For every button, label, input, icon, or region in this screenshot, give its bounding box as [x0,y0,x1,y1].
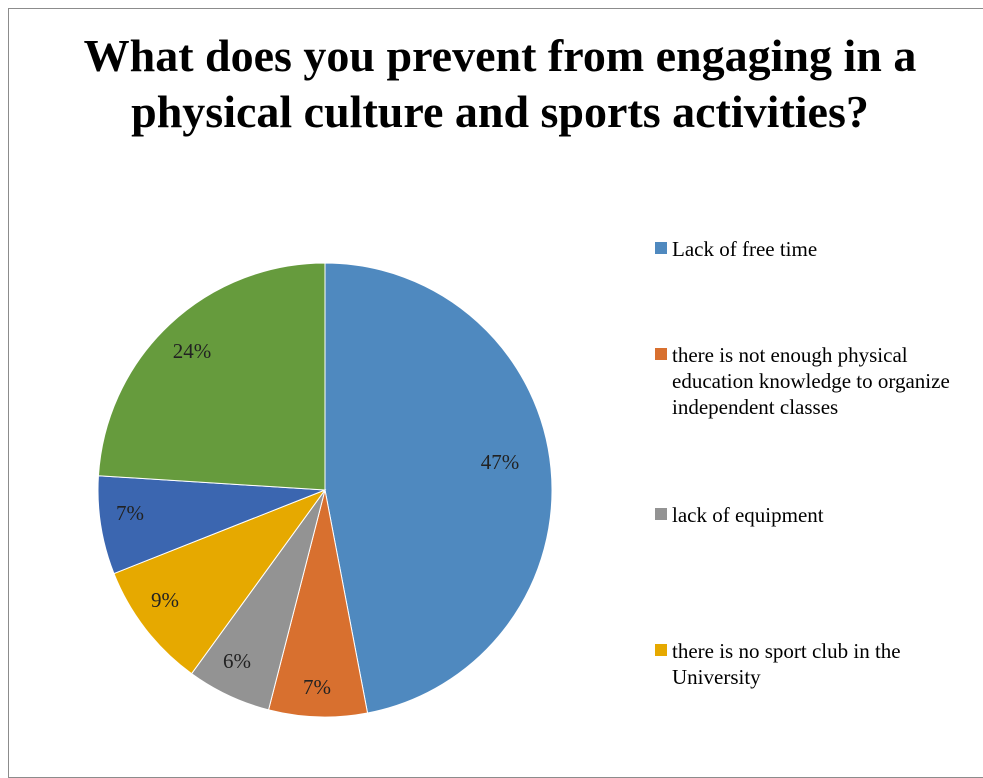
data-label-5: 7% [116,501,144,525]
chart-title: What does you prevent from engaging in a… [83,30,917,137]
pie-slice-6 [97,262,326,491]
data-label-1: 47% [481,450,520,474]
pie-slice-1 [324,262,553,714]
data-label-4: 9% [151,588,179,612]
pie-slice-4 [113,488,327,675]
data-label-6: 24% [173,339,212,363]
data-label-3: 6% [223,649,251,673]
data-label-2: 7% [303,675,331,699]
